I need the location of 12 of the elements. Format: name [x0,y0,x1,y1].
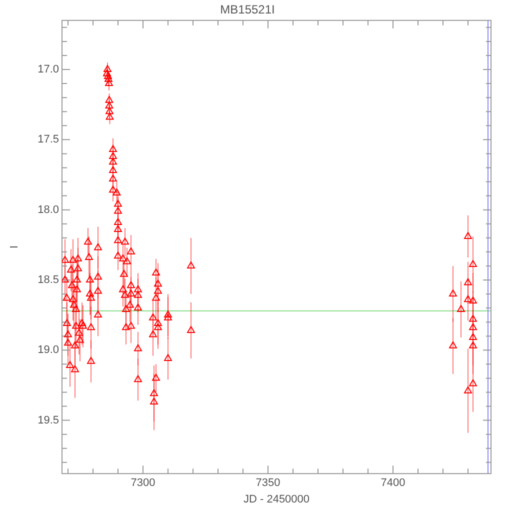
y-tick-label: 17.5 [38,134,59,146]
y-axis-title: I [8,245,21,249]
y-tick-label: 19.0 [38,344,59,356]
x-axis-title: JD - 2450000 [243,493,310,506]
y-tick-label: 19.5 [38,414,59,426]
x-tick-label: 7300 [130,477,156,490]
y-tick-label: 17.0 [38,64,59,76]
chart-title: MB15521I [220,2,275,17]
y-tick-label: 18.0 [38,204,59,216]
x-tick-label: 7400 [380,477,406,490]
x-tick-label: 7350 [256,477,280,490]
y-tick-label: 18.5 [38,274,59,286]
